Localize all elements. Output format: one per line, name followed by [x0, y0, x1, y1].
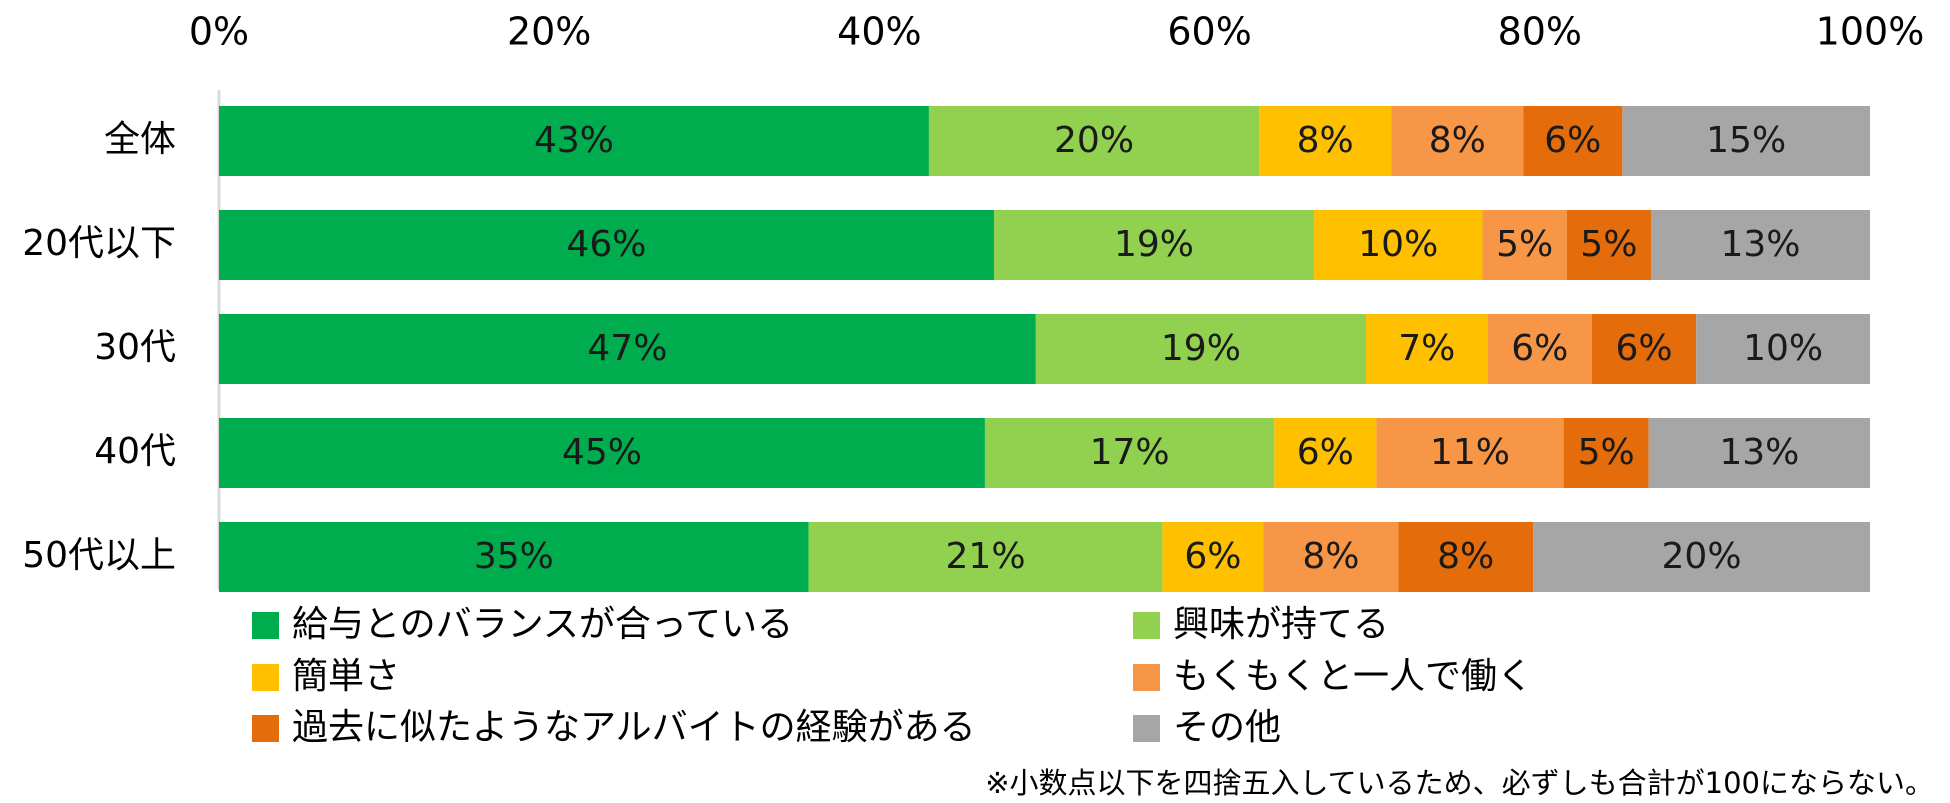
bar-segment [808, 522, 1163, 592]
data-label: 6% [1616, 328, 1673, 369]
data-label: 6% [1511, 328, 1568, 369]
bar-segment [219, 522, 809, 592]
legend-label: その他 [1173, 707, 1281, 748]
data-label: 5% [1578, 432, 1635, 473]
data-label: 19% [1114, 224, 1194, 265]
category-label: 20代以下 [22, 223, 176, 264]
data-label: 13% [1720, 224, 1800, 265]
bar-segment [1566, 210, 1651, 280]
data-label: 15% [1706, 120, 1786, 161]
bars: 43% 20% 8% 8% 6% 15% 46% 19% 10% 5% 5% 13% 47% 19% 7% 6… [219, 106, 1870, 592]
legend-swatch [1133, 715, 1160, 742]
x-tick-label: 0% [189, 10, 249, 54]
bar-segment [219, 210, 994, 280]
bar-segment [1591, 314, 1697, 384]
bar-segment [219, 314, 1036, 384]
legend-label: もくもくと一人で働く [1173, 656, 1533, 697]
x-tick-label: 100% [1816, 10, 1925, 54]
bar-segment [219, 418, 985, 488]
legend-label: 興味が持てる [1173, 604, 1389, 645]
bar-segment [1366, 314, 1488, 384]
bar-segment [1696, 314, 1870, 384]
data-label: 5% [1580, 224, 1637, 265]
data-label: 7% [1398, 328, 1455, 369]
bar-segment [1487, 314, 1592, 384]
legend-label: 給与とのバランスが合っている [292, 604, 793, 645]
x-axis-ticks: 0% 20% 40% 60% 80% 100% [189, 10, 1924, 54]
bar-segment [1398, 522, 1534, 592]
bar-segment [1563, 418, 1649, 488]
data-label: 19% [1161, 328, 1241, 369]
x-tick-label: 60% [1167, 10, 1251, 54]
data-label: 6% [1297, 432, 1354, 473]
bar-segment [984, 418, 1275, 488]
bar-segment [1648, 418, 1870, 488]
bar-segment [1376, 418, 1564, 488]
category-label: 40代 [94, 431, 176, 472]
legend-label: 過去に似たようなアルバイトの経験がある [292, 707, 976, 748]
data-label: 11% [1430, 432, 1510, 473]
data-label: 21% [946, 536, 1026, 577]
data-label: 47% [587, 328, 667, 369]
data-label: 43% [534, 120, 614, 161]
data-label: 35% [474, 536, 554, 577]
category-label: 全体 [104, 119, 176, 160]
bar-segment [1622, 106, 1870, 176]
bar-segment [219, 106, 929, 176]
data-label: 46% [566, 224, 646, 265]
bar-segment [1259, 106, 1392, 176]
category-label: 50代以上 [22, 535, 176, 576]
bar-segment [1533, 522, 1870, 592]
legend-swatch [1133, 612, 1160, 639]
category-labels: 全体 20代以下 30代 40代 50代以上 [22, 119, 176, 576]
legend-label: 簡単さ [292, 656, 400, 697]
x-tick-label: 20% [507, 10, 591, 54]
bar-segment [928, 106, 1260, 176]
data-label: 13% [1719, 432, 1799, 473]
category-label: 30代 [94, 327, 176, 368]
data-label: 10% [1743, 328, 1823, 369]
legend-swatch [252, 715, 279, 742]
x-tick-label: 40% [837, 10, 921, 54]
data-label: 5% [1496, 224, 1553, 265]
bar-segment [1035, 314, 1367, 384]
bar-segment [993, 210, 1315, 280]
data-label: 17% [1090, 432, 1170, 473]
data-label: 20% [1662, 536, 1742, 577]
data-label: 20% [1054, 120, 1134, 161]
x-tick-label: 80% [1498, 10, 1582, 54]
bar-segment [1162, 522, 1264, 592]
bar-segment [1263, 522, 1399, 592]
bar-segment [1314, 210, 1483, 280]
legend-swatch [252, 612, 279, 639]
data-label: 6% [1184, 536, 1241, 577]
data-label: 6% [1544, 120, 1601, 161]
data-label: 10% [1358, 224, 1438, 265]
data-label: 45% [562, 432, 642, 473]
bar-segment [1482, 210, 1567, 280]
footnote: ※小数点以下を四捨五入しているため、必ずしも合計が100にならない。 [985, 766, 1934, 800]
bar-segment [1523, 106, 1623, 176]
bar-segment [1650, 210, 1870, 280]
bar-segment [1391, 106, 1524, 176]
legend-swatch [252, 664, 279, 691]
legend-swatch [1133, 664, 1160, 691]
data-label: 8% [1302, 536, 1359, 577]
data-label: 8% [1429, 120, 1486, 161]
data-label: 8% [1297, 120, 1354, 161]
data-label: 8% [1437, 536, 1494, 577]
bar-segment [1274, 418, 1377, 488]
